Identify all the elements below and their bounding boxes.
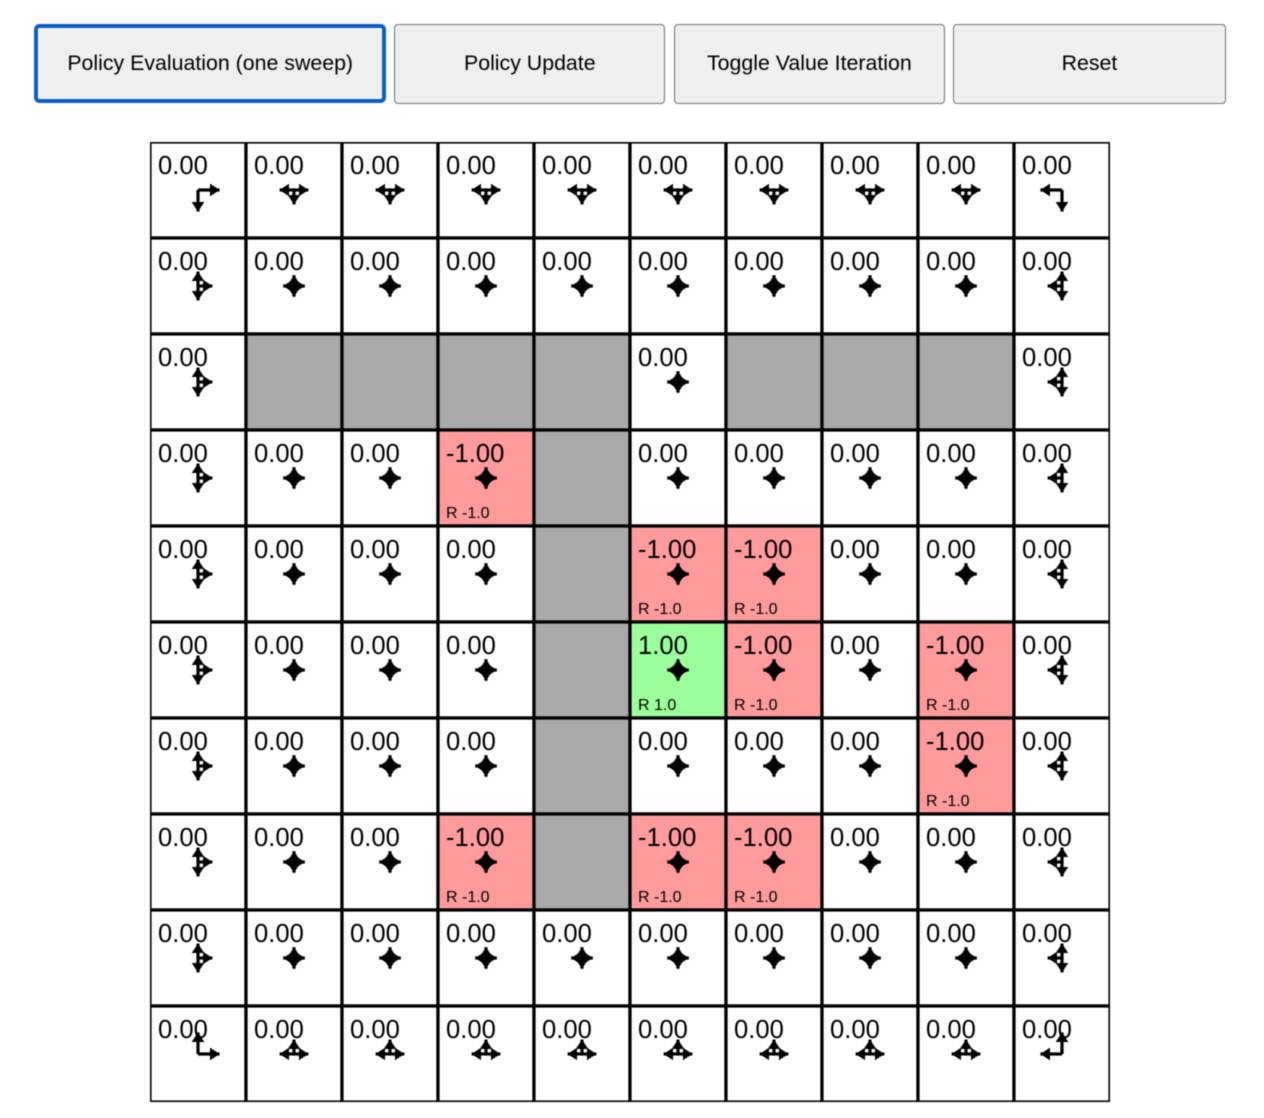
svg-text:0.00: 0.00 — [638, 920, 688, 948]
svg-text:0.00: 0.00 — [542, 1016, 592, 1044]
svg-text:-1.00: -1.00 — [638, 824, 696, 852]
svg-text:0.00: 0.00 — [446, 152, 496, 180]
svg-text:R -1.0: R -1.0 — [446, 889, 490, 906]
svg-text:0.00: 0.00 — [830, 920, 880, 948]
svg-text:0.00: 0.00 — [158, 248, 208, 276]
svg-text:0.00: 0.00 — [542, 920, 592, 948]
svg-text:0.00: 0.00 — [350, 920, 400, 948]
svg-text:0.00: 0.00 — [158, 824, 208, 852]
svg-text:0.00: 0.00 — [158, 920, 208, 948]
svg-text:R -1.0: R -1.0 — [734, 697, 778, 714]
svg-text:0.00: 0.00 — [158, 440, 208, 468]
svg-text:0.00: 0.00 — [734, 920, 784, 948]
svg-text:0.00: 0.00 — [350, 632, 400, 660]
svg-text:0.00: 0.00 — [638, 344, 688, 372]
svg-text:0.00: 0.00 — [350, 728, 400, 756]
svg-text:0.00: 0.00 — [1022, 344, 1072, 372]
svg-text:-1.00: -1.00 — [734, 632, 792, 660]
svg-text:-1.00: -1.00 — [446, 824, 504, 852]
svg-text:0.00: 0.00 — [1022, 728, 1072, 756]
svg-text:0.00: 0.00 — [926, 440, 976, 468]
svg-text:0.00: 0.00 — [830, 632, 880, 660]
svg-text:0.00: 0.00 — [254, 632, 304, 660]
svg-text:0.00: 0.00 — [446, 248, 496, 276]
svg-text:0.00: 0.00 — [830, 1016, 880, 1044]
svg-text:0.00: 0.00 — [830, 152, 880, 180]
svg-text:-1.00: -1.00 — [734, 824, 792, 852]
svg-text:0.00: 0.00 — [830, 536, 880, 564]
svg-text:0.00: 0.00 — [926, 536, 976, 564]
svg-text:0.00: 0.00 — [926, 152, 976, 180]
svg-text:0.00: 0.00 — [1022, 920, 1072, 948]
svg-text:0.00: 0.00 — [1022, 632, 1072, 660]
svg-text:0.00: 0.00 — [638, 248, 688, 276]
svg-text:0.00: 0.00 — [1022, 440, 1072, 468]
svg-text:0.00: 0.00 — [1022, 248, 1072, 276]
svg-text:0.00: 0.00 — [1022, 152, 1072, 180]
svg-text:0.00: 0.00 — [926, 920, 976, 948]
svg-text:1.00: 1.00 — [638, 632, 688, 660]
svg-text:0.00: 0.00 — [350, 536, 400, 564]
svg-text:0.00: 0.00 — [158, 728, 208, 756]
svg-text:-1.00: -1.00 — [926, 728, 984, 756]
svg-text:R -1.0: R -1.0 — [734, 889, 778, 906]
svg-text:0.00: 0.00 — [1022, 1016, 1072, 1044]
svg-text:0.00: 0.00 — [254, 824, 304, 852]
svg-text:0.00: 0.00 — [638, 152, 688, 180]
svg-text:0.00: 0.00 — [1022, 536, 1072, 564]
svg-text:0.00: 0.00 — [254, 1016, 304, 1044]
svg-text:0.00: 0.00 — [638, 1016, 688, 1044]
svg-text:0.00: 0.00 — [734, 152, 784, 180]
svg-text:0.00: 0.00 — [638, 440, 688, 468]
svg-text:0.00: 0.00 — [158, 1016, 208, 1044]
svg-text:0.00: 0.00 — [926, 248, 976, 276]
svg-text:0.00: 0.00 — [830, 728, 880, 756]
svg-text:0.00: 0.00 — [254, 728, 304, 756]
svg-text:0.00: 0.00 — [638, 728, 688, 756]
svg-text:0.00: 0.00 — [734, 248, 784, 276]
svg-text:0.00: 0.00 — [926, 1016, 976, 1044]
svg-text:0.00: 0.00 — [830, 440, 880, 468]
svg-text:0.00: 0.00 — [158, 344, 208, 372]
svg-text:0.00: 0.00 — [830, 824, 880, 852]
svg-text:R 1.0: R 1.0 — [638, 697, 676, 714]
svg-text:R -1.0: R -1.0 — [446, 505, 490, 522]
svg-text:-1.00: -1.00 — [446, 440, 504, 468]
svg-text:0.00: 0.00 — [350, 1016, 400, 1044]
svg-text:0.00: 0.00 — [350, 152, 400, 180]
svg-text:0.00: 0.00 — [254, 248, 304, 276]
svg-text:0.00: 0.00 — [542, 248, 592, 276]
svg-text:R -1.0: R -1.0 — [926, 793, 970, 810]
svg-text:0.00: 0.00 — [446, 920, 496, 948]
svg-text:0.00: 0.00 — [158, 536, 208, 564]
svg-text:0.00: 0.00 — [446, 728, 496, 756]
svg-text:0.00: 0.00 — [158, 632, 208, 660]
svg-text:0.00: 0.00 — [926, 824, 976, 852]
svg-text:R -1.0: R -1.0 — [926, 697, 970, 714]
svg-text:0.00: 0.00 — [446, 536, 496, 564]
svg-text:R -1.0: R -1.0 — [638, 601, 682, 618]
svg-text:0.00: 0.00 — [254, 920, 304, 948]
svg-text:0.00: 0.00 — [350, 248, 400, 276]
svg-text:0.00: 0.00 — [542, 152, 592, 180]
svg-text:0.00: 0.00 — [254, 536, 304, 564]
svg-text:R -1.0: R -1.0 — [734, 601, 778, 618]
svg-text:-1.00: -1.00 — [926, 632, 984, 660]
svg-text:0.00: 0.00 — [734, 728, 784, 756]
svg-text:0.00: 0.00 — [350, 824, 400, 852]
svg-text:0.00: 0.00 — [830, 248, 880, 276]
svg-text:0.00: 0.00 — [446, 1016, 496, 1044]
svg-text:-1.00: -1.00 — [734, 536, 792, 564]
svg-text:0.00: 0.00 — [1022, 824, 1072, 852]
svg-text:-1.00: -1.00 — [638, 536, 696, 564]
svg-text:0.00: 0.00 — [734, 1016, 784, 1044]
svg-text:0.00: 0.00 — [158, 152, 208, 180]
svg-text:0.00: 0.00 — [734, 440, 784, 468]
svg-text:0.00: 0.00 — [350, 440, 400, 468]
svg-text:0.00: 0.00 — [254, 152, 304, 180]
svg-text:0.00: 0.00 — [254, 440, 304, 468]
svg-text:0.00: 0.00 — [446, 632, 496, 660]
svg-text:R -1.0: R -1.0 — [638, 889, 682, 906]
